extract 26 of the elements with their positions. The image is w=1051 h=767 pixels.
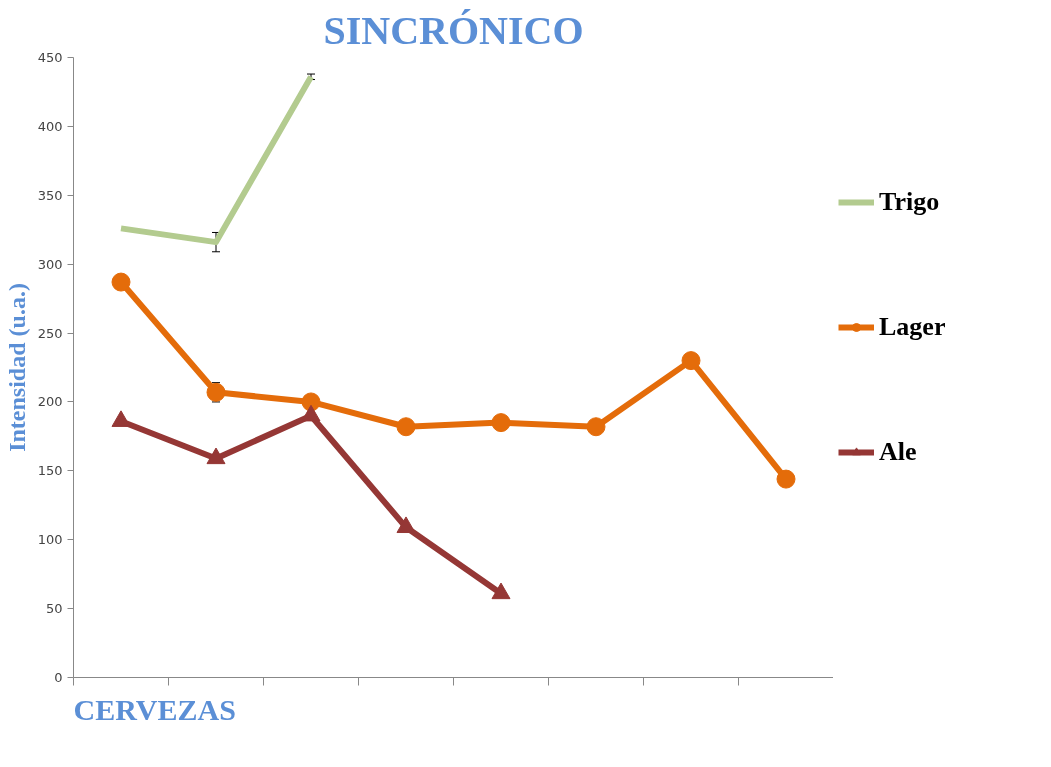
y-tick-label: 300 (37, 256, 63, 272)
point (206, 447, 226, 465)
legend-label: Trigo (879, 187, 940, 217)
y-tick-label: 450 (37, 50, 63, 65)
point (206, 382, 226, 402)
y-tick-label: 200 (37, 394, 63, 410)
point (681, 351, 701, 371)
y-tick-label: 250 (37, 325, 63, 341)
point (491, 413, 511, 433)
y-tick-label: 100 (37, 532, 63, 548)
y-tick-label: 350 (37, 187, 63, 203)
point (111, 272, 131, 292)
legend-label: Lager (879, 312, 946, 342)
x-axis-title: CERVEZAS (73, 692, 236, 726)
point (396, 417, 416, 437)
y-tick-label: 0 (54, 670, 63, 685)
point (396, 516, 416, 534)
chart-title: SINCRÓNICO (323, 7, 584, 53)
point (776, 469, 796, 489)
y-tick-label: 400 (37, 118, 63, 134)
y-axis-title: Intensidad (u.a.) (3, 283, 30, 452)
point (491, 582, 511, 600)
y-tick-label: 150 (37, 463, 63, 479)
y-tick-label: 50 (45, 601, 63, 617)
legend-label: Ale (879, 437, 917, 467)
point (586, 417, 606, 437)
